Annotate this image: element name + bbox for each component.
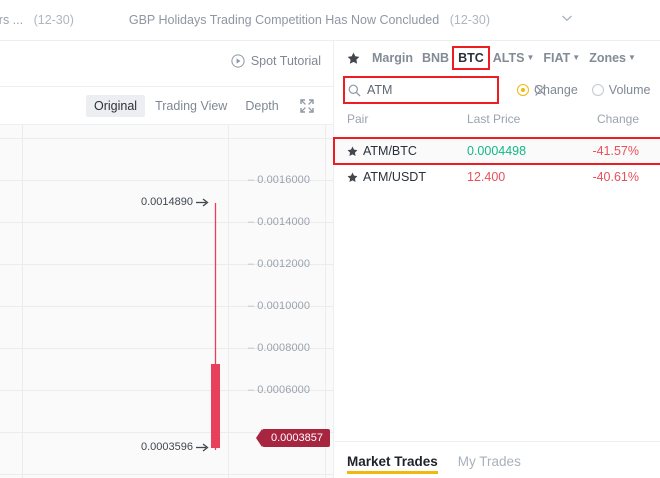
- announcement-main-date: (12-30): [449, 13, 490, 27]
- star-filled-icon[interactable]: [347, 172, 358, 183]
- nav-btc[interactable]: BTC: [452, 46, 490, 70]
- last-price-badge: 0.0003857: [256, 429, 330, 447]
- trades-tabs: Market Trades My Trades: [335, 441, 660, 478]
- row-last-price: 0.0004498: [467, 144, 527, 158]
- tab-depth[interactable]: Depth: [245, 98, 279, 113]
- high-price-value: 0.0014890: [141, 196, 193, 208]
- star-icon[interactable]: [347, 52, 360, 65]
- chart-header: Spot Tutorial: [0, 41, 333, 87]
- nav-fiat-label: FIAT: [543, 51, 571, 65]
- chevron-down-icon: ▼: [572, 53, 581, 62]
- nav-zones-label: Zones: [589, 51, 626, 65]
- nav-bnb-label: BNB: [421, 51, 450, 65]
- nav-bnb[interactable]: BNB: [419, 49, 452, 67]
- nav-margin-label: Margin: [372, 51, 413, 65]
- tab-my-trades[interactable]: My Trades: [457, 454, 521, 469]
- market-table-header: Pair Last Price Change: [335, 105, 660, 132]
- tab-market-trades[interactable]: Market Trades: [347, 442, 438, 474]
- sort-mode-radios: Change Volume: [517, 83, 651, 97]
- announcement-main[interactable]: GBP Holidays Trading Competition Has Now…: [129, 13, 490, 27]
- y-tick-label: 0.0010000: [248, 300, 310, 312]
- announcement-left[interactable]: irs ... (12-30): [0, 13, 74, 27]
- search-and-sort-row: Change Volume: [335, 75, 660, 105]
- chevron-down-icon: [559, 10, 575, 31]
- radio-change-label: Change: [534, 83, 578, 97]
- chart-panel: Spot Tutorial Original Trading View Dept…: [0, 41, 334, 478]
- arrow-right-icon: [196, 197, 209, 207]
- radio-volume-label: Volume: [608, 83, 651, 97]
- column-header-last-price[interactable]: Last Price: [467, 111, 521, 126]
- y-tick-label: 0.0008000: [248, 342, 310, 354]
- search-icon: [348, 84, 361, 97]
- market-search-box[interactable]: [343, 76, 546, 104]
- low-price-annotation: 0.0003596: [141, 441, 209, 453]
- table-row[interactable]: ATM/USDT 12.400 -40.61%: [335, 165, 660, 189]
- nav-btc-label: BTC: [458, 51, 484, 65]
- market-list-panel: Margin BNB BTC ALTS ▼ FIAT ▼ Zones ▼: [333, 41, 660, 478]
- row-last-price: 12.400: [467, 170, 506, 184]
- radio-unselected-icon: [591, 84, 604, 96]
- y-tick-label: 0.0012000: [248, 258, 310, 270]
- low-price-value: 0.0003596: [141, 441, 193, 453]
- table-row[interactable]: ATM/BTC 0.0004498 -41.57%: [333, 137, 660, 165]
- chevron-down-icon: ▼: [628, 53, 636, 62]
- chart-view-tabs: Original Trading View Depth: [0, 87, 333, 125]
- y-tick-label: 0.0014000: [248, 216, 310, 228]
- market-category-nav: Margin BNB BTC ALTS ▼ FIAT ▼ Zones ▼: [335, 41, 660, 75]
- high-price-annotation: 0.0014890: [141, 196, 209, 208]
- y-tick-label: 0.0006000: [248, 384, 310, 396]
- row-change: -40.61%: [592, 170, 639, 184]
- search-input[interactable]: [367, 83, 528, 97]
- radio-change[interactable]: Change: [517, 83, 578, 97]
- row-pair-name: ATM/BTC: [363, 144, 417, 158]
- column-header-pair[interactable]: Pair: [347, 111, 369, 126]
- nav-fiat[interactable]: FIAT ▼: [540, 49, 583, 67]
- candle-atm-btc: [211, 203, 220, 450]
- radio-volume[interactable]: Volume: [591, 83, 651, 97]
- row-pair-name: ATM/USDT: [363, 170, 426, 184]
- play-circle-icon: [231, 54, 245, 68]
- announcement-left-date: (12-30): [33, 13, 74, 27]
- nav-margin[interactable]: Margin: [369, 49, 416, 67]
- expand-arrows-icon[interactable]: [299, 98, 315, 114]
- row-change: -41.57%: [592, 144, 639, 158]
- spot-tutorial-label: Spot Tutorial: [250, 54, 321, 68]
- nav-zones[interactable]: Zones ▼: [586, 49, 639, 67]
- chevron-down-icon: ▼: [526, 53, 535, 62]
- tab-original[interactable]: Original: [86, 94, 146, 117]
- close-icon[interactable]: [534, 84, 547, 97]
- announcement-bar: irs ... (12-30) GBP Holidays Trading Com…: [0, 0, 660, 41]
- nav-alts-label: ALTS: [492, 51, 525, 65]
- star-filled-icon[interactable]: [347, 146, 358, 157]
- column-header-change[interactable]: Change: [596, 111, 639, 126]
- announcement-collapse-button[interactable]: [555, 8, 579, 32]
- radio-selected-icon: [517, 84, 529, 96]
- tab-trading-view[interactable]: Trading View: [155, 98, 228, 113]
- announcement-left-text: irs ...: [0, 13, 24, 27]
- arrow-right-icon: [196, 442, 209, 452]
- spot-tutorial-button[interactable]: Spot Tutorial: [231, 54, 321, 68]
- y-tick-label: 0.0016000: [248, 174, 310, 186]
- announcement-main-text: GBP Holidays Trading Competition Has Now…: [128, 13, 440, 27]
- candlestick-chart[interactable]: 0.0016000 0.0014000 0.0012000 0.0010000 …: [0, 125, 333, 478]
- nav-alts[interactable]: ALTS ▼: [490, 49, 538, 67]
